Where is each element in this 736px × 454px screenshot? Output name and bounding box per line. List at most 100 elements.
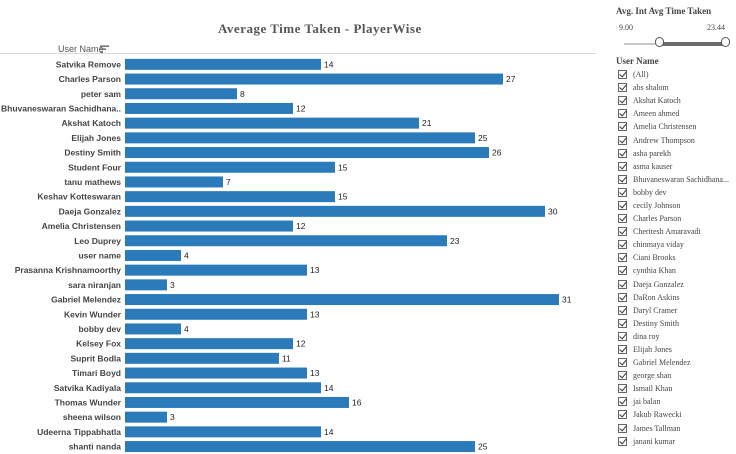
user-filter-list: (All) abs shalom Akshat Katoch Ameen ahmed A… xyxy=(618,68,736,448)
bar[interactable] xyxy=(125,161,335,173)
bar[interactable] xyxy=(125,264,307,276)
checkbox-icon[interactable] xyxy=(618,109,627,119)
user-filter-item[interactable]: Amelia Christensen xyxy=(618,120,736,133)
user-name-field-header[interactable]: User Name xyxy=(58,44,104,54)
checkbox-icon[interactable] xyxy=(618,423,627,433)
bar[interactable] xyxy=(125,382,321,394)
checkbox-icon[interactable] xyxy=(618,161,627,171)
user-filter-item[interactable]: Andrew Thompson xyxy=(618,133,736,146)
checkbox-icon[interactable] xyxy=(618,436,627,446)
checkbox-icon[interactable] xyxy=(618,135,627,145)
bar[interactable] xyxy=(125,367,307,379)
bar[interactable] xyxy=(125,294,559,306)
bar[interactable] xyxy=(125,88,237,100)
user-filter-item[interactable]: Charles Parson xyxy=(618,212,736,225)
bar[interactable] xyxy=(125,132,475,144)
range-slider-max-handle[interactable] xyxy=(721,37,730,47)
user-filter-item[interactable]: Ciani Brooks xyxy=(618,251,736,264)
sort-icon[interactable] xyxy=(100,45,109,54)
user-filter-item[interactable]: cynthia Khan xyxy=(618,264,736,277)
checkbox-icon[interactable] xyxy=(618,200,627,210)
category-label: Charles Parson xyxy=(59,74,121,84)
checkbox-icon[interactable] xyxy=(618,70,627,80)
bar[interactable] xyxy=(125,220,293,232)
bar[interactable] xyxy=(125,441,475,453)
range-slider-min-handle[interactable] xyxy=(655,37,664,47)
user-filter-item[interactable]: cecily Johnson xyxy=(618,199,736,212)
bar[interactable] xyxy=(125,396,349,408)
user-filter-item[interactable]: Daeja Gonzalez xyxy=(618,278,736,291)
checkbox-icon[interactable] xyxy=(618,253,627,263)
category-label: Thomas Wunder xyxy=(55,397,122,407)
checkbox-icon[interactable] xyxy=(618,96,627,106)
bar[interactable] xyxy=(125,308,307,320)
checkbox-icon[interactable] xyxy=(618,318,627,328)
checkbox-icon[interactable] xyxy=(618,331,627,341)
bar[interactable] xyxy=(125,147,489,159)
checkbox-icon[interactable] xyxy=(618,384,627,394)
user-filter-item[interactable]: Destiny Smith xyxy=(618,317,736,330)
user-filter-label: Bhuvaneswaran Sachidhana... xyxy=(633,174,729,184)
value-label: 14 xyxy=(324,427,334,437)
user-filter-item[interactable]: dina roy xyxy=(618,330,736,343)
checkbox-icon[interactable] xyxy=(618,397,627,407)
checkbox-icon[interactable] xyxy=(618,358,627,368)
value-label: 13 xyxy=(310,309,320,319)
bar[interactable] xyxy=(125,323,181,335)
user-filter-item[interactable]: Ismail Khan xyxy=(618,382,736,395)
user-filter-item[interactable]: DaRon Askins xyxy=(618,291,736,304)
user-filter-item[interactable]: asma kauser xyxy=(618,160,736,173)
checkbox-icon[interactable] xyxy=(618,122,627,132)
user-filter-item[interactable]: Akshat Katoch xyxy=(618,94,736,107)
checkbox-icon[interactable] xyxy=(618,279,627,289)
bar[interactable] xyxy=(125,117,419,129)
user-filter-label: janani kumar xyxy=(633,436,675,446)
checkbox-icon[interactable] xyxy=(618,227,627,237)
bar[interactable] xyxy=(125,73,503,85)
bar[interactable] xyxy=(125,279,167,291)
checkbox-icon[interactable] xyxy=(618,345,627,355)
user-filter-item[interactable]: James Tallman xyxy=(618,422,736,435)
checkbox-icon[interactable] xyxy=(618,83,627,93)
user-filter-item[interactable]: Daryl Cramer xyxy=(618,304,736,317)
bar[interactable] xyxy=(125,191,335,203)
user-filter-item[interactable]: abs shalom xyxy=(618,81,736,94)
bar[interactable] xyxy=(125,235,447,247)
bar[interactable] xyxy=(125,205,545,217)
checkbox-icon[interactable] xyxy=(618,240,627,250)
checkbox-icon[interactable] xyxy=(618,292,627,302)
user-filter-item[interactable]: bobby dev xyxy=(618,186,736,199)
user-filter-item[interactable]: (All) xyxy=(618,68,736,81)
user-filter-item[interactable]: jai balan xyxy=(618,395,736,408)
bar[interactable] xyxy=(125,411,167,423)
bar[interactable] xyxy=(125,58,321,70)
checkbox-icon[interactable] xyxy=(618,266,627,276)
bar[interactable] xyxy=(125,249,181,261)
user-filter-item[interactable]: chinmaya viday xyxy=(618,238,736,251)
bar[interactable] xyxy=(125,352,279,364)
user-filter-item[interactable]: Ameen ahmed xyxy=(618,107,736,120)
checkbox-icon[interactable] xyxy=(618,148,627,158)
checkbox-icon[interactable] xyxy=(618,371,627,381)
bar[interactable] xyxy=(125,102,293,114)
bar[interactable] xyxy=(125,176,223,188)
chart-title: Average Time Taken - PlayerWise xyxy=(218,21,422,36)
checkbox-icon[interactable] xyxy=(618,410,627,420)
user-filter-item[interactable]: Jakub Rawecki xyxy=(618,408,736,421)
user-filter-item[interactable]: janani kumar xyxy=(618,435,736,448)
user-filter-item[interactable]: Gabriel Melendez xyxy=(618,356,736,369)
user-filter-item[interactable]: Elijah Jones xyxy=(618,343,736,356)
user-filter-label: dina roy xyxy=(633,331,660,341)
user-filter-item[interactable]: asha parekh xyxy=(618,147,736,160)
bar[interactable] xyxy=(125,338,293,350)
value-label: 15 xyxy=(338,192,348,202)
user-filter-item[interactable]: Bhuvaneswaran Sachidhana... xyxy=(618,173,736,186)
checkbox-icon[interactable] xyxy=(618,174,627,184)
user-filter-item[interactable]: george shan xyxy=(618,369,736,382)
checkbox-icon[interactable] xyxy=(618,214,627,224)
user-filter-item[interactable]: Cheritesh Amaravadi xyxy=(618,225,736,238)
bar[interactable] xyxy=(125,426,321,438)
category-label: Leo Duprey xyxy=(74,236,121,246)
checkbox-icon[interactable] xyxy=(618,305,627,315)
checkbox-icon[interactable] xyxy=(618,187,627,197)
